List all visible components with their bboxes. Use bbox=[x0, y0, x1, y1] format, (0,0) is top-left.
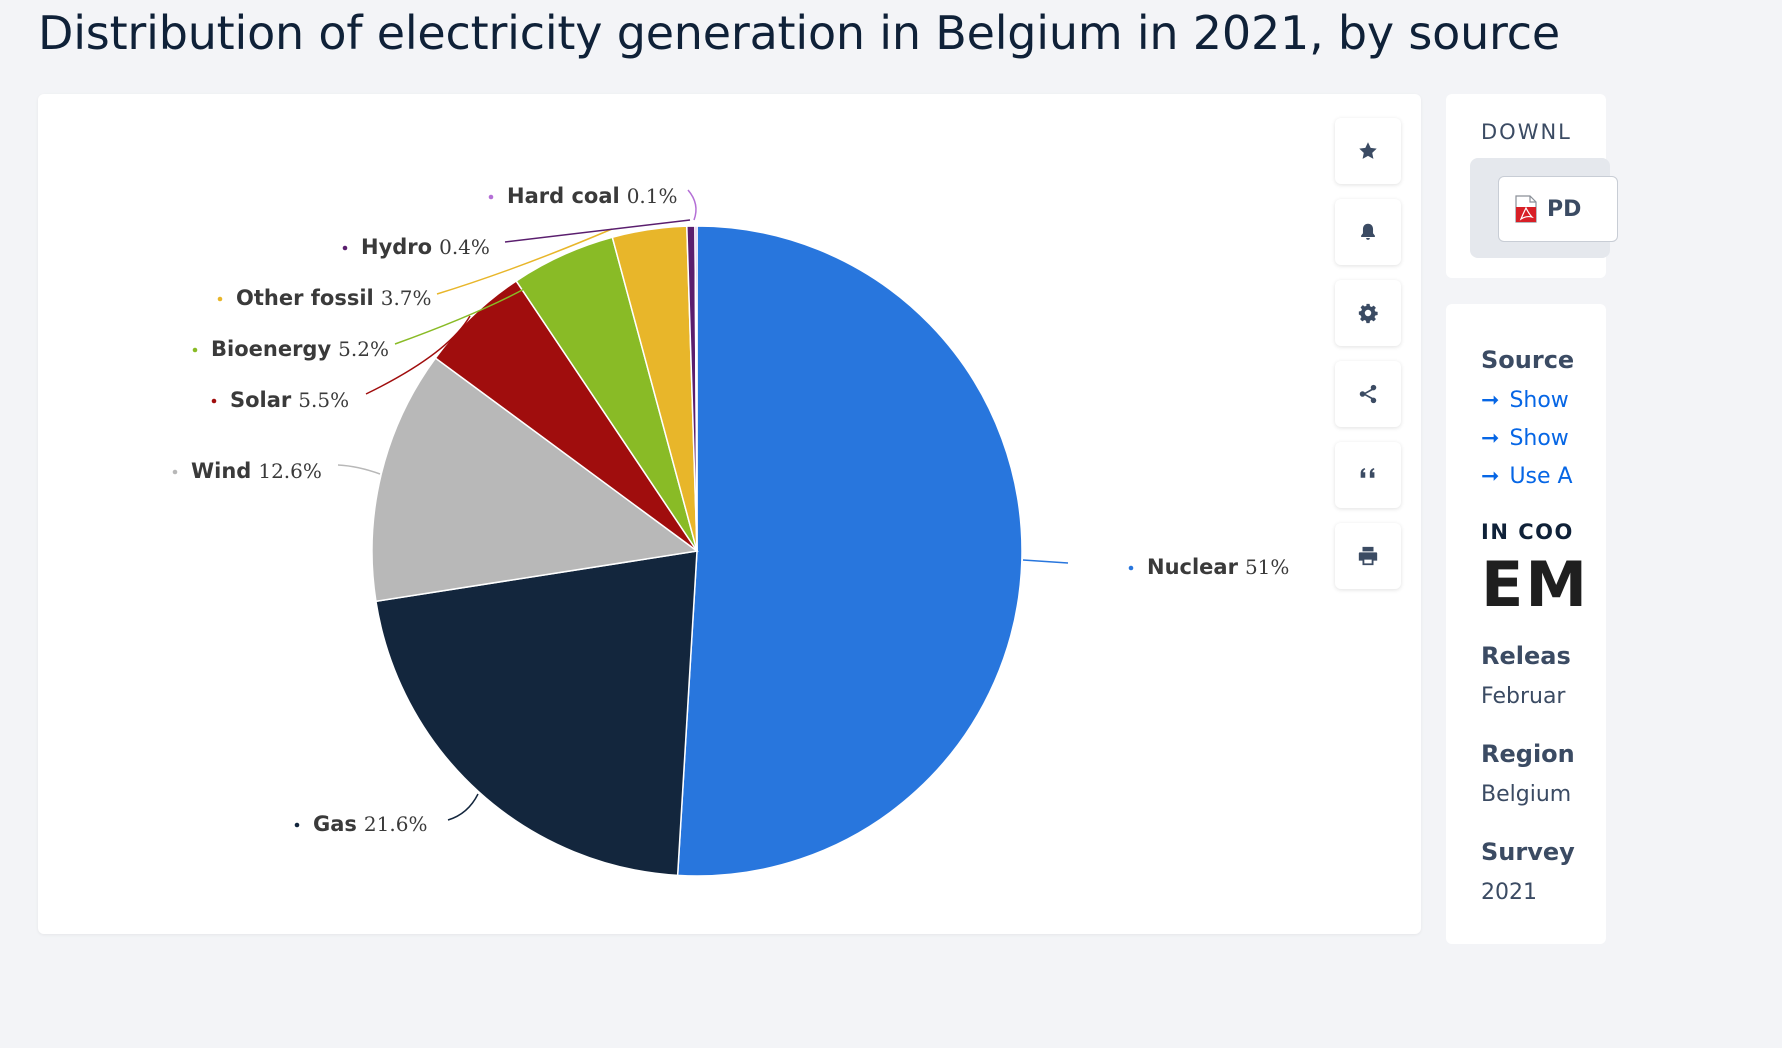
label-name: Bioenergy bbox=[211, 337, 331, 361]
source-link-label: Show bbox=[1509, 426, 1569, 451]
cite-button[interactable] bbox=[1335, 442, 1401, 508]
data-label-solar: Solar 5.5% bbox=[211, 388, 349, 412]
settings-button[interactable] bbox=[1335, 280, 1401, 346]
release-value: Februar bbox=[1481, 684, 1566, 709]
download-header: DOWNL bbox=[1481, 120, 1572, 144]
label-name: Other fossil bbox=[236, 286, 374, 310]
source-link-2[interactable]: ➞ Show bbox=[1481, 426, 1569, 451]
print-button[interactable] bbox=[1335, 523, 1401, 589]
label-text: Other fossil 3.7% bbox=[236, 286, 432, 310]
arrow-right-icon: ➞ bbox=[1481, 464, 1500, 489]
page-title: Distribution of electricity generation i… bbox=[38, 6, 1560, 60]
label-value: 51% bbox=[1245, 555, 1289, 579]
label-text: Hard coal 0.1% bbox=[507, 184, 678, 208]
leader-line-bioenergy bbox=[394, 287, 527, 345]
legend-dot bbox=[172, 469, 178, 475]
label-text: Solar 5.5% bbox=[230, 388, 349, 412]
label-text: Bioenergy 5.2% bbox=[211, 337, 389, 361]
data-label-bioenergy: Bioenergy 5.2% bbox=[192, 337, 389, 361]
favorite-button[interactable] bbox=[1335, 118, 1401, 184]
quote-icon bbox=[1360, 468, 1375, 478]
download-pdf-button[interactable]: PD bbox=[1498, 176, 1618, 242]
label-name: Gas bbox=[313, 812, 357, 836]
source-link-3[interactable]: ➞ Use A bbox=[1481, 464, 1573, 489]
source-link-label: Use A bbox=[1509, 464, 1573, 489]
label-value: 3.7% bbox=[381, 286, 432, 310]
data-label-other-fossil: Other fossil 3.7% bbox=[217, 286, 432, 310]
share-button[interactable] bbox=[1335, 361, 1401, 427]
gear-icon bbox=[1358, 303, 1378, 324]
download-panel: DOWNL PD bbox=[1446, 94, 1618, 278]
legend-dot bbox=[1128, 565, 1134, 571]
share-icon bbox=[1359, 384, 1377, 404]
label-text: Hydro 0.4% bbox=[361, 235, 490, 259]
arrow-right-icon: ➞ bbox=[1481, 426, 1500, 451]
label-value: 0.4% bbox=[439, 235, 490, 259]
data-label-wind: Wind 12.6% bbox=[172, 459, 322, 483]
notification-button[interactable] bbox=[1335, 199, 1401, 265]
label-value: 21.6% bbox=[364, 812, 428, 836]
label-name: Wind bbox=[191, 459, 251, 483]
print-icon bbox=[1358, 546, 1378, 566]
label-value: 5.5% bbox=[298, 388, 349, 412]
pie-slice-wind[interactable] bbox=[371, 357, 699, 603]
data-label-hydro: Hydro 0.4% bbox=[342, 235, 490, 259]
leader-line-gas bbox=[447, 793, 479, 821]
label-name: Hydro bbox=[361, 235, 432, 259]
leader-line-other-fossil bbox=[436, 228, 613, 295]
legend-dot bbox=[488, 194, 494, 200]
leader-line-solar bbox=[365, 315, 471, 395]
pie-slice-hard-coal[interactable] bbox=[694, 225, 698, 552]
leader-line-nuclear bbox=[1022, 559, 1069, 564]
chart-card: Nuclear 51% Gas 21.6% Wind 12.6% Solar 5.5% Bioe… bbox=[38, 94, 1421, 934]
pdf-file-icon bbox=[1515, 195, 1537, 223]
label-text: Wind 12.6% bbox=[191, 459, 322, 483]
label-text: Nuclear 51% bbox=[1147, 555, 1289, 579]
label-value: 12.6% bbox=[258, 459, 322, 483]
pie-slice-gas[interactable] bbox=[375, 550, 698, 877]
legend-dot bbox=[294, 822, 300, 828]
legend-dot bbox=[217, 296, 223, 302]
pie-slice-nuclear[interactable] bbox=[676, 225, 1023, 877]
data-label-hard-coal: Hard coal 0.1% bbox=[488, 184, 678, 208]
arrow-right-icon: ➞ bbox=[1481, 388, 1500, 413]
label-value: 0.1% bbox=[627, 184, 678, 208]
partner-logo[interactable]: EM bbox=[1481, 548, 1590, 621]
leader-line-hydro bbox=[504, 219, 691, 243]
legend-dot bbox=[211, 398, 217, 404]
bell-icon bbox=[1361, 223, 1375, 240]
source-link-label: Show bbox=[1509, 388, 1569, 413]
data-label-nuclear: Nuclear 51% bbox=[1128, 555, 1289, 579]
release-header: Releas bbox=[1481, 642, 1571, 670]
survey-header: Survey bbox=[1481, 838, 1575, 866]
region-value: Belgium bbox=[1481, 782, 1572, 807]
info-panel: Source ➞ Show ➞ Show ➞ Use A IN COO EM Rele… bbox=[1446, 304, 1606, 944]
region-header: Region bbox=[1481, 740, 1575, 768]
legend-dot bbox=[192, 347, 198, 353]
source-header: Source bbox=[1481, 346, 1575, 374]
cooperation-label: IN COO bbox=[1481, 520, 1574, 544]
pie-chart: Nuclear 51% Gas 21.6% Wind 12.6% Solar 5.5% Bioe… bbox=[172, 184, 1289, 877]
label-name: Hard coal bbox=[507, 184, 620, 208]
label-text: Gas 21.6% bbox=[313, 812, 427, 836]
label-name: Solar bbox=[230, 388, 292, 412]
source-link-1[interactable]: ➞ Show bbox=[1481, 388, 1569, 413]
label-value: 5.2% bbox=[338, 337, 389, 361]
legend-dot bbox=[342, 245, 348, 251]
download-options: PD bbox=[1470, 158, 1618, 258]
leader-line-hard-coal bbox=[687, 189, 697, 221]
leader-line-wind bbox=[337, 464, 381, 475]
survey-value: 2021 bbox=[1481, 880, 1537, 905]
label-name: Nuclear bbox=[1147, 555, 1239, 579]
download-pdf-label: PD bbox=[1547, 197, 1582, 222]
star-icon bbox=[1359, 142, 1377, 159]
data-label-gas: Gas 21.6% bbox=[294, 812, 427, 836]
chart-toolbar bbox=[1335, 118, 1401, 604]
